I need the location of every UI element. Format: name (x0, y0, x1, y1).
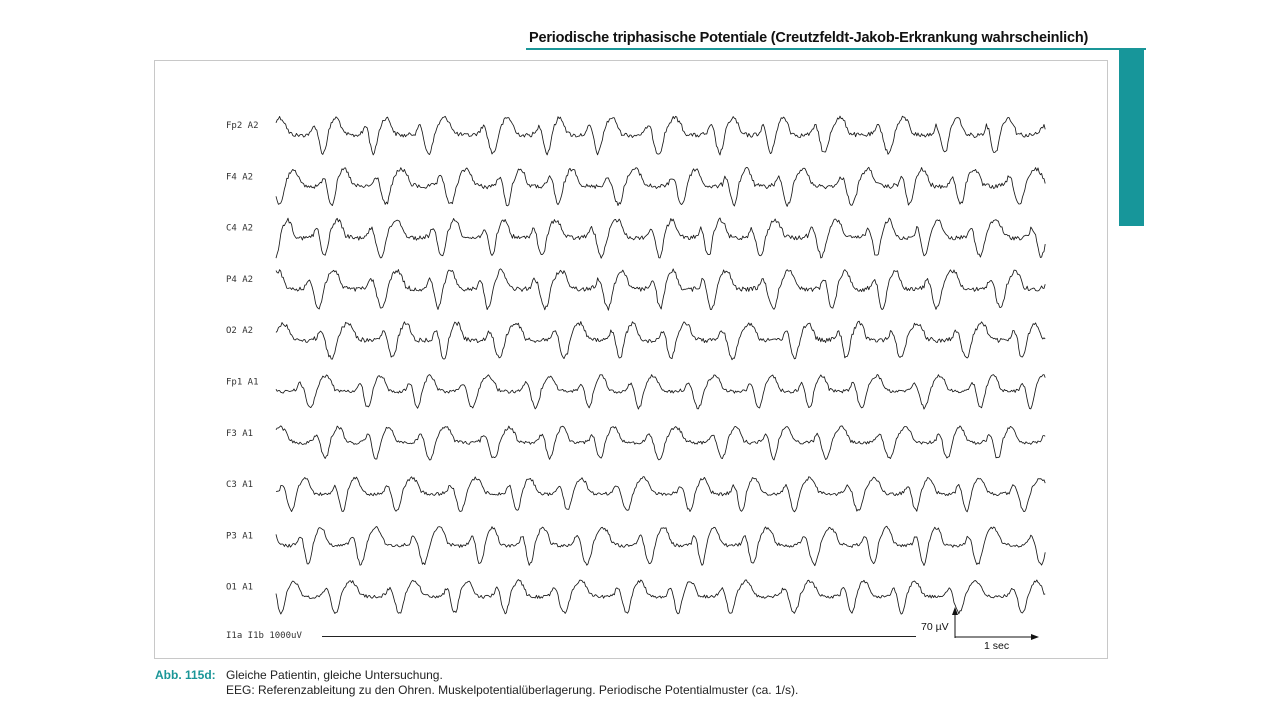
channel-label: Fp2 A2 (226, 121, 259, 131)
eeg-trace (275, 525, 1046, 567)
caption-line-2: EEG: Referenzableitung zu den Ohren. Mus… (226, 683, 799, 697)
eeg-trace (275, 374, 1046, 410)
eeg-trace (275, 476, 1046, 513)
page-title: Periodische triphasische Potentiale (Cre… (529, 30, 1089, 46)
channel-label: P3 A1 (226, 531, 253, 541)
calibration-time-label: 1 sec (984, 640, 1009, 652)
eeg-trace (275, 268, 1046, 311)
calibration-amplitude-label: 70 µV (921, 621, 949, 633)
channel-labels: Fp2 A2 F4 A2 C4 A2 P4 A2 O2 A2 Fp1 A1 F3 A1 C3 … (226, 121, 259, 593)
eeg-trace (275, 217, 1046, 259)
channel-label: O2 A2 (226, 326, 253, 336)
marker-channel-label: I1a I1b 1000uV (226, 631, 302, 641)
eeg-trace (275, 166, 1046, 207)
channel-label: F4 A2 (226, 172, 253, 182)
title-underline (526, 48, 1146, 50)
calibration-marker: 70 µV 1 sec (921, 607, 1039, 652)
channel-label: C3 A1 (226, 480, 253, 490)
eeg-traces (275, 115, 1046, 615)
caption-line-1: Gleiche Patientin, gleiche Untersuchung. (226, 668, 443, 682)
channel-label: F3 A1 (226, 429, 253, 439)
eeg-recording: Fp2 A2 F4 A2 C4 A2 P4 A2 O2 A2 Fp1 A1 F3 A1 C3 … (226, 115, 1046, 652)
channel-label: C4 A2 (226, 224, 253, 234)
caption-label: Abb. 115d: (155, 668, 216, 682)
channel-label: O1 A1 (226, 583, 253, 593)
eeg-trace (275, 320, 1046, 361)
eeg-figure-frame (154, 60, 1108, 659)
eeg-trace (275, 425, 1046, 461)
channel-label: P4 A2 (226, 275, 253, 285)
caption-body: Gleiche Patientin, gleiche Untersuchung.… (226, 668, 798, 698)
eeg-trace (275, 579, 1046, 615)
channel-label: Fp1 A1 (226, 378, 259, 388)
chapter-tab-marker (1119, 49, 1144, 226)
eeg-trace (275, 115, 1046, 156)
